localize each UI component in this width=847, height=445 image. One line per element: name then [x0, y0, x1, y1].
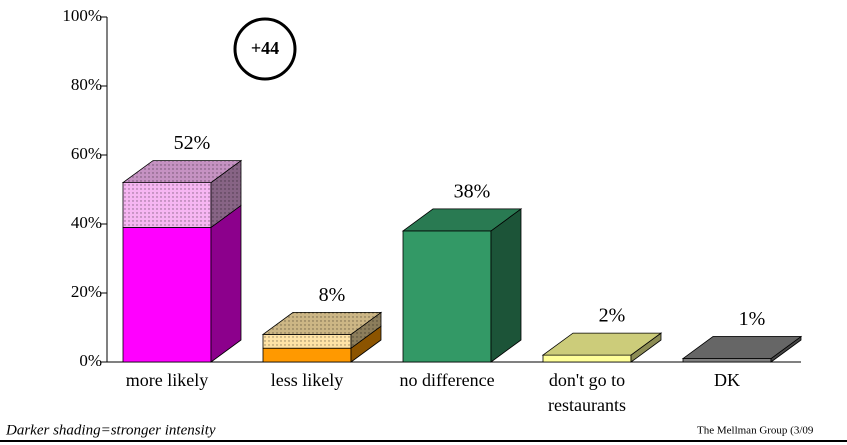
x-tick-label: less likely: [271, 370, 344, 390]
annotation-circle: [233, 17, 297, 81]
total-label: 38%: [454, 180, 491, 202]
y-tick-label: 40%: [71, 213, 102, 232]
bar-side: [490, 208, 522, 363]
source: The Mellman Group (3/09: [697, 425, 814, 437]
y-tick-label: 0%: [79, 351, 102, 370]
x-tick-label: more likely: [126, 370, 208, 390]
y-tick-label: 60%: [71, 144, 102, 163]
footnote: Darker shading=stronger intensity: [5, 422, 216, 438]
total-label: 1%: [739, 308, 766, 330]
x-tick-label: DK: [714, 370, 740, 390]
bar-segment: [542, 354, 632, 363]
bar-side: [210, 204, 242, 363]
bar-top: [401, 208, 523, 232]
total-label: 52%: [174, 132, 211, 154]
bar-top: [541, 332, 663, 356]
bar-segment: [402, 230, 492, 363]
total-label: 2%: [599, 305, 626, 327]
x-tick-label: don't go to restaurants: [548, 370, 626, 415]
bar-texture: [263, 312, 381, 335]
bar-top: [681, 336, 803, 359]
y-tick-label: 20%: [71, 282, 102, 301]
bar-segment: [122, 227, 212, 363]
total-label: 8%: [319, 284, 346, 306]
bar-texture: [263, 334, 351, 349]
x-tick-label: no difference: [399, 370, 494, 390]
bar-segment: [262, 347, 352, 363]
y-tick-label: 80%: [71, 75, 102, 94]
annotation: +44: [251, 38, 279, 58]
bar-texture: [351, 312, 381, 349]
bar-texture: [123, 182, 211, 228]
y-tick-label: 100%: [62, 6, 102, 25]
bar-segment: [682, 358, 772, 363]
bar-texture: [123, 160, 241, 183]
